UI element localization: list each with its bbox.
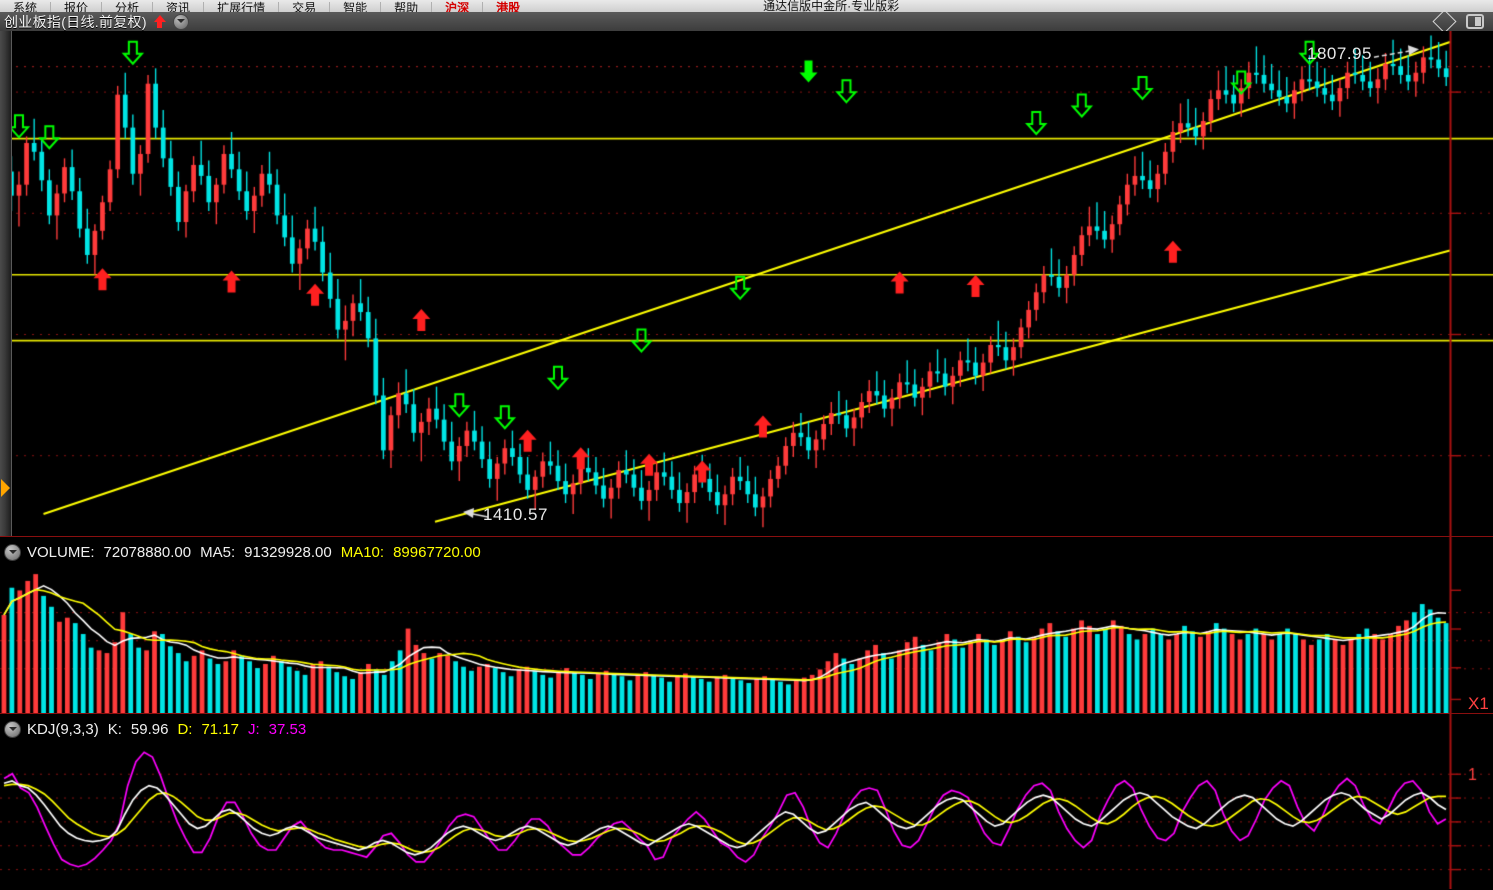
menu-item-6[interactable]: 智能 — [329, 2, 380, 12]
price-chart-pane[interactable] — [0, 31, 1493, 536]
menu-item-market-a[interactable]: 沪深 — [431, 2, 482, 12]
menu-item-market-b[interactable]: 港股 — [482, 2, 533, 12]
diamond-icon[interactable] — [1432, 9, 1457, 34]
chevron-down-icon[interactable] — [172, 13, 189, 30]
volume-pane[interactable] — [0, 536, 1493, 714]
menu-item-3[interactable]: 资讯 — [152, 2, 203, 12]
menu-item-1[interactable]: 报价 — [50, 2, 101, 12]
menu-item-4[interactable]: 扩展行情 — [203, 2, 278, 12]
chart-title-bar: 创业板指(日线.前复权) — [0, 9, 1493, 34]
menu-item-2[interactable]: 分析 — [101, 2, 152, 12]
menu-item-7[interactable]: 帮助 — [380, 2, 431, 12]
left-panel-collapse-handle[interactable] — [0, 31, 12, 536]
kdj-canvas[interactable] — [0, 714, 1493, 889]
title-bar-actions — [1432, 9, 1484, 34]
up-arrow-icon — [153, 14, 166, 29]
kdj-pane[interactable] — [0, 713, 1493, 890]
split-panel-icon[interactable] — [1466, 14, 1484, 29]
menu-item-0[interactable]: 系统 — [13, 1, 38, 13]
price-canvas[interactable] — [0, 31, 1493, 536]
volume-scale-badge[interactable]: X1 — [1468, 694, 1489, 713]
page-title: 创业板指(日线.前复权) — [4, 13, 147, 30]
menu-item-5[interactable]: 交易 — [278, 2, 329, 12]
volume-canvas[interactable] — [0, 537, 1493, 713]
triangle-right-icon — [1, 479, 10, 497]
menu-edition-label: 通达信版中金所·专业版彩 — [763, 0, 900, 13]
